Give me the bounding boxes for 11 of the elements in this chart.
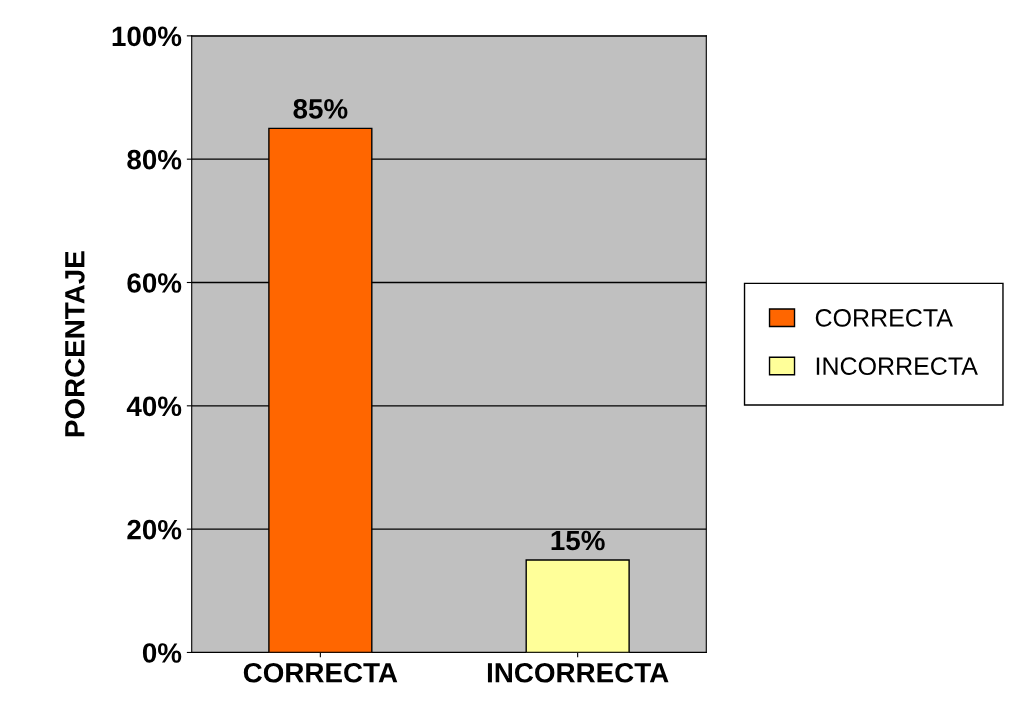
y-tick-label: 20% (127, 519, 182, 540)
y-tick-label: 0% (142, 643, 182, 663)
y-tick-label: 100% (112, 26, 182, 47)
y-tick-label: 40% (126, 396, 182, 417)
y-tick-label: 80% (127, 149, 182, 170)
data-label: 85% (293, 99, 348, 119)
data-label: 15% (551, 530, 605, 551)
y-tick-label: 60% (127, 273, 182, 293)
y-axis-title: PORCENTAJE (64, 251, 85, 437)
legend-label: CORRECTA (815, 309, 953, 327)
legend-label: INCORRECTA (816, 357, 978, 376)
